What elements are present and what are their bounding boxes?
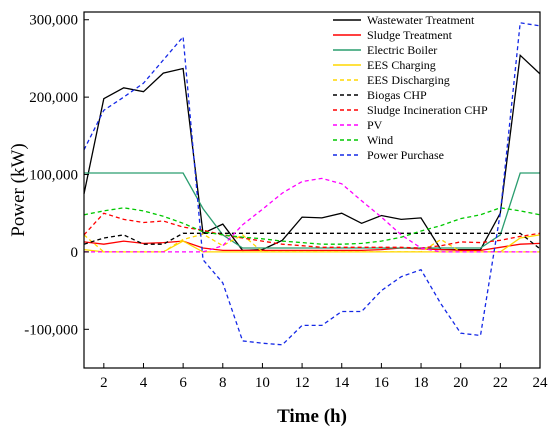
y-tick-label: 100,000	[29, 168, 78, 184]
y-tick-label: 200,000	[29, 90, 78, 106]
legend-label-1: Sludge Treatment	[367, 28, 453, 42]
x-tick-label: 12	[295, 375, 310, 391]
series-line-0	[84, 55, 540, 250]
x-axis-title: Time (h)	[277, 406, 347, 427]
legend-label-4: EES Discharging	[367, 73, 450, 87]
y-tick-label: 300,000	[29, 13, 78, 29]
series-line-2	[84, 173, 540, 248]
y-axis-title: Power (kW)	[8, 143, 29, 236]
legend-label-9: Power Purchase	[367, 148, 444, 162]
x-tick-label: 6	[179, 375, 187, 391]
x-tick-label: 10	[255, 375, 270, 391]
legend-label-0: Wastewater Treatment	[367, 13, 475, 27]
x-tick-label: 2	[100, 375, 108, 391]
series-line-9	[84, 23, 540, 345]
legend-label-8: Wind	[367, 133, 393, 147]
x-tick-label: 22	[493, 375, 508, 391]
series-line-8	[84, 208, 540, 244]
x-tick-label: 8	[219, 375, 227, 391]
y-tick-label: 0	[71, 245, 79, 261]
legend-label-5: Biogas CHP	[367, 88, 427, 102]
legend-label-3: EES Charging	[367, 58, 436, 72]
y-tick-label: -100,000	[24, 322, 78, 338]
plot-frame	[84, 12, 540, 368]
x-tick-label: 4	[140, 375, 148, 391]
series-layer	[84, 23, 540, 345]
legend-label-6: Sludge Incineration CHP	[367, 103, 488, 117]
x-tick-label: 14	[334, 375, 350, 391]
x-tick-label: 16	[374, 375, 390, 391]
legend-label-7: PV	[367, 118, 383, 132]
x-tick-label: 24	[533, 375, 549, 391]
legend-label-2: Electric Boiler	[367, 43, 437, 57]
x-tick-label: 18	[414, 375, 429, 391]
series-line-7	[84, 178, 540, 252]
x-tick-label: 20	[453, 375, 468, 391]
